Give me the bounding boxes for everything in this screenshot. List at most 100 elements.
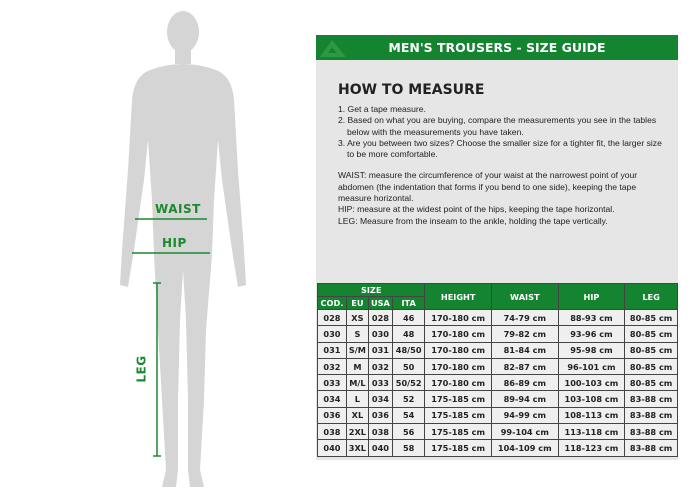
leg-label: LEG bbox=[134, 355, 149, 383]
table-cell: 83-88 cm bbox=[625, 440, 677, 456]
table-row: 028 XS 028 46 170-180 cm 74-79 cm 88-93 cm 80-8… bbox=[318, 310, 677, 326]
table-cell: 036 bbox=[318, 407, 346, 424]
hip-label: HIP bbox=[162, 236, 187, 250]
size-table: SIZE HEIGHT WAIST HIP LEG COD. EU USA IT… bbox=[317, 283, 678, 457]
col-header: HIP bbox=[558, 284, 625, 309]
table-cell: 175-185 cm bbox=[425, 424, 491, 440]
table-cell: 80-85 cm bbox=[625, 326, 677, 342]
waist-label: WAIST bbox=[155, 202, 201, 216]
table-cell: 033 bbox=[368, 375, 392, 391]
table-cell: 040 bbox=[318, 440, 346, 456]
table-cell: S/M bbox=[346, 342, 368, 358]
table-cell: 118-123 cm bbox=[558, 440, 625, 456]
table-cell: L bbox=[346, 391, 368, 407]
step-item: 1. Get a tape measure. bbox=[338, 104, 426, 114]
table-cell: 030 bbox=[368, 326, 392, 342]
table-cell: 48 bbox=[392, 326, 425, 342]
col-header: EU bbox=[346, 297, 368, 309]
table-cell: M/L bbox=[346, 375, 368, 391]
step-item: 3. Are you between two sizes? Choose the… bbox=[338, 137, 662, 160]
table-cell: 170-180 cm bbox=[425, 358, 491, 375]
col-header: COD. bbox=[318, 297, 346, 309]
table-cell: 80-85 cm bbox=[625, 342, 677, 358]
table-cell: 94-99 cm bbox=[491, 407, 558, 424]
table-cell: 80-85 cm bbox=[625, 375, 677, 391]
table-cell: 83-88 cm bbox=[625, 424, 677, 440]
table-cell: 175-185 cm bbox=[425, 391, 491, 407]
table-cell: 170-180 cm bbox=[425, 342, 491, 358]
table-cell: 104-109 cm bbox=[491, 440, 558, 456]
col-header: HEIGHT bbox=[425, 284, 491, 309]
table-row: 031 S/M 031 48/50 170-180 cm 81-84 cm 95-98 cm… bbox=[318, 342, 677, 358]
table-cell: 175-185 cm bbox=[425, 407, 491, 424]
table-row: 038 2XL 038 56 175-185 cm 99-104 cm 113-118 cm… bbox=[318, 424, 677, 440]
table-cell: 031 bbox=[318, 342, 346, 358]
table-cell: 96-101 cm bbox=[558, 358, 625, 375]
table-row: 030 S 030 48 170-180 cm 79-82 cm 93-96 cm 80-85… bbox=[318, 326, 677, 342]
body-silhouette bbox=[120, 11, 246, 487]
table-cell: 030 bbox=[318, 326, 346, 342]
table-cell: 032 bbox=[368, 358, 392, 375]
guide-title: MEN'S TROUSERS - SIZE GUIDE bbox=[388, 40, 606, 55]
size-group-header: SIZE bbox=[318, 284, 425, 296]
table-cell: 038 bbox=[368, 424, 392, 440]
col-header: WAIST bbox=[491, 284, 558, 309]
hip-instruction: HIP: measure at the widest point of the … bbox=[338, 204, 615, 215]
table-cell: 028 bbox=[318, 310, 346, 326]
table-cell: 48/50 bbox=[392, 342, 425, 358]
table-cell: 170-180 cm bbox=[425, 310, 491, 326]
table-cell: 034 bbox=[318, 391, 346, 407]
table-cell: 93-96 cm bbox=[558, 326, 625, 342]
table-row: 034 L 034 52 175-185 cm 89-94 cm 103-108 cm 83-… bbox=[318, 391, 677, 407]
table-cell: 88-93 cm bbox=[558, 310, 625, 326]
table-cell: M bbox=[346, 358, 368, 375]
table-cell: 038 bbox=[318, 424, 346, 440]
table-cell: 031 bbox=[368, 342, 392, 358]
leg-instruction: LEG: Measure from the inseam to the ankl… bbox=[338, 215, 608, 226]
col-header: USA bbox=[368, 297, 392, 309]
brand-logo-icon bbox=[320, 40, 346, 57]
size-guide-panel: MEN'S TROUSERS - SIZE GUIDE HOW TO MEASU… bbox=[316, 35, 678, 460]
table-cell: 2XL bbox=[346, 424, 368, 440]
table-cell: 54 bbox=[392, 407, 425, 424]
col-header: LEG bbox=[625, 284, 677, 309]
table-cell: 58 bbox=[392, 440, 425, 456]
step-item: 2. Based on what you are buying, compare… bbox=[338, 115, 657, 137]
table-cell: XS bbox=[346, 310, 368, 326]
table-cell: 99-104 cm bbox=[491, 424, 558, 440]
table-cell: 170-180 cm bbox=[425, 375, 491, 391]
table-cell: 46 bbox=[392, 310, 425, 326]
table-cell: 89-94 cm bbox=[491, 391, 558, 407]
how-to-measure-title: HOW TO MEASURE bbox=[338, 82, 485, 98]
table-cell: 036 bbox=[368, 407, 392, 424]
table-cell: 83-88 cm bbox=[625, 407, 677, 424]
table-cell: 175-185 cm bbox=[425, 440, 491, 456]
table-cell: 79-82 cm bbox=[491, 326, 558, 342]
table-cell: XL bbox=[346, 407, 368, 424]
table-cell: 81-84 cm bbox=[491, 342, 558, 358]
table-row: 032 M 032 50 170-180 cm 82-87 cm 96-101 cm 80-8… bbox=[318, 358, 677, 375]
table-cell: 82-87 cm bbox=[491, 358, 558, 375]
table-cell: 80-85 cm bbox=[625, 358, 677, 375]
table-cell: 3XL bbox=[346, 440, 368, 456]
table-cell: 83-88 cm bbox=[625, 391, 677, 407]
table-cell: 032 bbox=[318, 358, 346, 375]
table-cell: 50/52 bbox=[392, 375, 425, 391]
table-cell: 86-89 cm bbox=[491, 375, 558, 391]
table-cell: 103-108 cm bbox=[558, 391, 625, 407]
table-cell: 034 bbox=[368, 391, 392, 407]
table-cell: 028 bbox=[368, 310, 392, 326]
table-cell: 52 bbox=[392, 391, 425, 407]
table-cell: S bbox=[346, 326, 368, 342]
table-cell: 50 bbox=[392, 358, 425, 375]
table-cell: 040 bbox=[368, 440, 392, 456]
table-cell: 56 bbox=[392, 424, 425, 440]
table-cell: 74-79 cm bbox=[491, 310, 558, 326]
table-cell: 033 bbox=[318, 375, 346, 391]
table-row: 033 M/L 033 50/52 170-180 cm 86-89 cm 100-103 … bbox=[318, 375, 677, 391]
table-cell: 113-118 cm bbox=[558, 424, 625, 440]
waist-instruction: WAIST: measure the circumference of your… bbox=[338, 170, 638, 204]
table-row: 040 3XL 040 58 175-185 cm 104-109 cm 118-123 c… bbox=[318, 440, 677, 456]
table-cell: 80-85 cm bbox=[625, 310, 677, 326]
guide-header: MEN'S TROUSERS - SIZE GUIDE bbox=[316, 35, 678, 60]
